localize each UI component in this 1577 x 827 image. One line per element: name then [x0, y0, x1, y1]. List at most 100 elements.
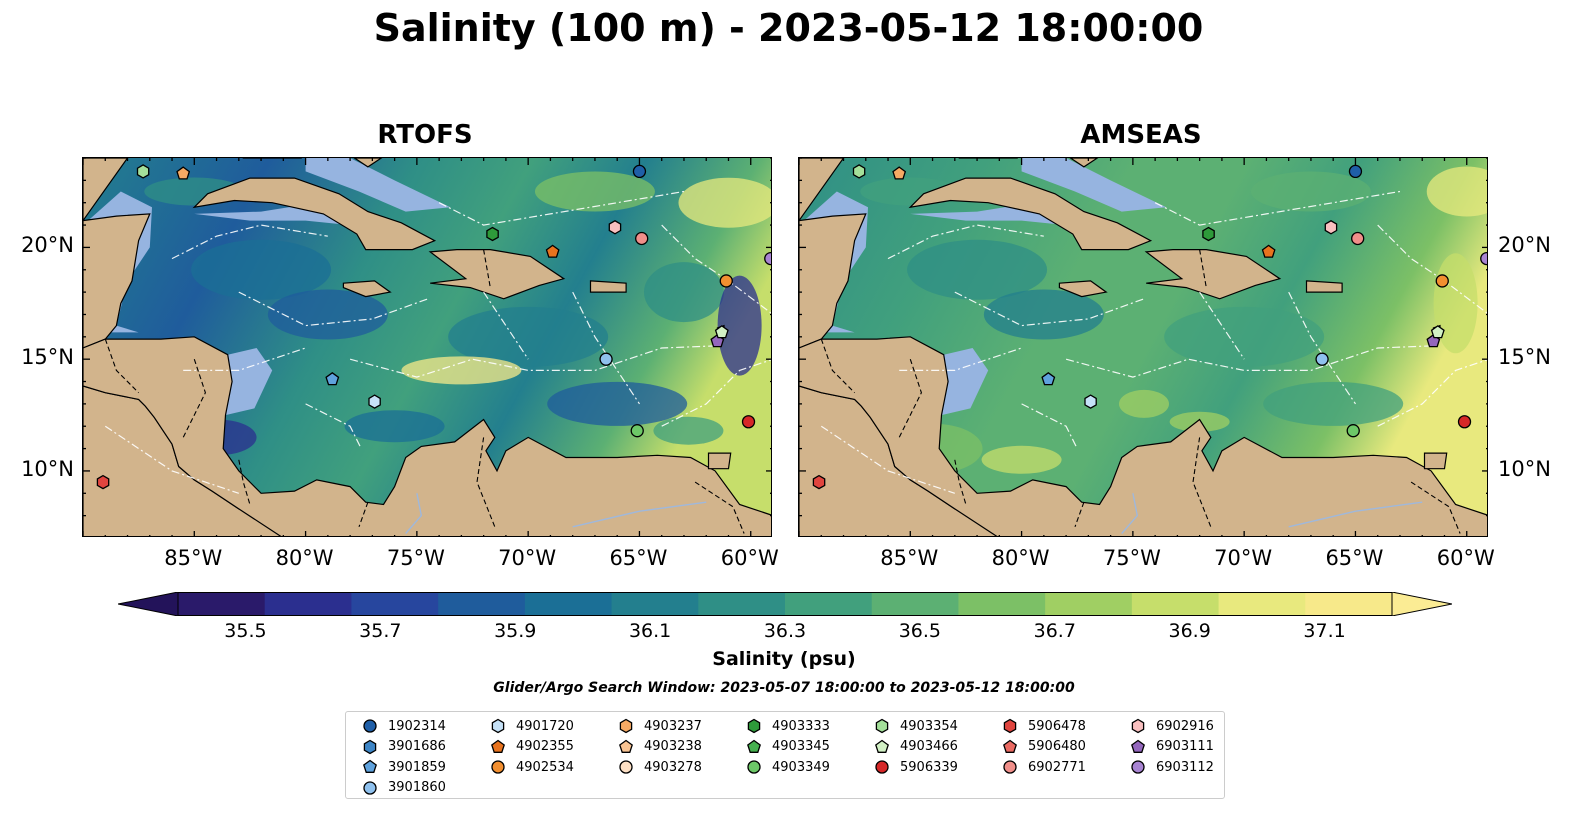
circle-marker-icon	[619, 760, 633, 774]
legend-item: 4903237	[618, 716, 702, 736]
legend-marker	[1131, 739, 1145, 753]
legend-label: 4903466	[900, 739, 958, 754]
colorbar-segment	[698, 592, 786, 616]
legend-marker	[363, 759, 377, 773]
legend-item: 6903111	[1130, 737, 1214, 757]
lon-tick-label: 60°W	[720, 546, 779, 570]
map-panel-amseas[interactable]	[798, 157, 1488, 537]
legend-marker	[491, 718, 505, 734]
float-marker-4	[1351, 231, 1365, 246]
circle-marker-icon	[363, 719, 377, 733]
legend-item: 3901859	[362, 757, 446, 777]
lon-tick-label: 65°W	[1325, 546, 1384, 570]
colorbar-segment	[1045, 592, 1133, 616]
legend-label: 6903112	[1156, 759, 1214, 775]
float-marker-6	[545, 244, 560, 258]
float-marker-15	[1457, 415, 1472, 429]
colorbar-tick-label: 35.5	[224, 620, 267, 642]
legend-label: 5906339	[900, 759, 958, 775]
hexagon-marker-icon	[1131, 718, 1145, 734]
float-marker-2	[1348, 164, 1363, 179]
legend-label: 3901686	[388, 739, 446, 754]
legend-item: 6902916	[1130, 716, 1214, 736]
legend-marker	[1131, 718, 1145, 734]
legend-marker	[1003, 718, 1017, 734]
legend-label: 3901860	[388, 780, 446, 795]
lat-tick-label: 10°N	[21, 456, 74, 481]
colorbar-title: Salinity (psu)	[712, 648, 856, 670]
float-marker-10	[714, 325, 729, 339]
colorbar-graphic	[117, 591, 1453, 617]
colorbar-tick-label: 36.7	[1033, 620, 1076, 642]
hexagon-marker-icon	[491, 718, 505, 734]
legend-label: 4903237	[644, 718, 702, 734]
colorbar	[117, 591, 1453, 617]
circle-marker-icon	[747, 760, 761, 774]
legend-label: 4902534	[516, 759, 574, 775]
lon-tick-label: 80°W	[275, 546, 334, 570]
lat-tick-label: 15°N	[1498, 345, 1551, 370]
panel-title-rtofs: RTOFS	[377, 120, 473, 150]
float-marker-3	[1324, 220, 1338, 235]
colorbar-segment	[524, 592, 613, 616]
legend-marker	[747, 760, 761, 774]
pentagon-marker-icon	[619, 739, 633, 753]
float-marker-12	[1041, 371, 1056, 386]
legend-label: 4903345	[772, 739, 830, 754]
lon-tick-label: 65°W	[609, 546, 668, 570]
legend-marker	[363, 780, 377, 795]
map-panel-rtofs[interactable]	[82, 157, 772, 537]
panel-title-amseas: AMSEAS	[1080, 120, 1202, 150]
hexagon-marker-icon	[747, 718, 761, 734]
legend-label: 4903354	[900, 718, 958, 734]
legend-item: 5906339	[874, 757, 958, 777]
legend-item: 1902314	[362, 716, 446, 736]
legend-item: 4902534	[490, 757, 574, 777]
map-canvas	[799, 158, 1487, 536]
legend-label: 4901720	[516, 718, 574, 734]
search-window-text: Glider/Argo Search Window: 2023-05-07 18…	[493, 680, 1075, 696]
float-marker-15	[741, 415, 756, 429]
circle-marker-icon	[875, 760, 889, 774]
lon-tick-label: 70°W	[498, 546, 557, 570]
legend-item: 4902355	[490, 737, 574, 757]
legend-label: 4903278	[644, 759, 702, 775]
legend-marker	[619, 760, 633, 774]
legend-item: 4901720	[490, 716, 574, 736]
float-marker-4	[635, 231, 649, 246]
legend-item: 6903112	[1130, 757, 1214, 777]
legend-label: 6902771	[1028, 759, 1086, 775]
pentagon-marker-icon	[491, 739, 505, 753]
legend-marker	[363, 719, 377, 733]
pentagon-marker-icon	[1131, 739, 1145, 753]
hexagon-marker-icon	[363, 739, 377, 754]
legend-marker	[747, 718, 761, 734]
legend-label: 5906478	[1028, 718, 1086, 734]
legend-item: 4903345	[746, 737, 830, 757]
float-marker-8	[1480, 251, 1487, 266]
legend-marker	[619, 718, 633, 734]
legend-item: 4903333	[746, 716, 830, 736]
circle-marker-icon	[363, 780, 377, 795]
float-marker-2	[632, 164, 647, 179]
legend-marker	[1003, 739, 1017, 753]
legend-item: 4903278	[618, 757, 702, 777]
lon-tick-label: 80°W	[991, 546, 1050, 570]
lon-tick-label: 70°W	[1214, 546, 1273, 570]
legend-marker	[619, 739, 633, 753]
float-marker-6	[1261, 244, 1276, 258]
legend-label: 4903333	[772, 718, 830, 734]
colorbar-segment	[958, 592, 1046, 616]
colorbar-tick-label: 36.1	[628, 620, 672, 642]
figure-title: Salinity (100 m) - 2023-05-12 18:00:00	[373, 6, 1204, 50]
pentagon-marker-icon	[1003, 739, 1017, 753]
float-marker-8	[764, 251, 771, 266]
legend-marker	[1131, 760, 1145, 774]
legend-item: 5906480	[1002, 737, 1086, 757]
float-marker-5	[1202, 226, 1215, 242]
colorbar-segment	[351, 592, 439, 616]
colorbar-segment	[264, 592, 352, 616]
legend-marker	[875, 739, 889, 753]
legend-item: 4903238	[618, 737, 702, 757]
legend-marker	[747, 739, 761, 753]
